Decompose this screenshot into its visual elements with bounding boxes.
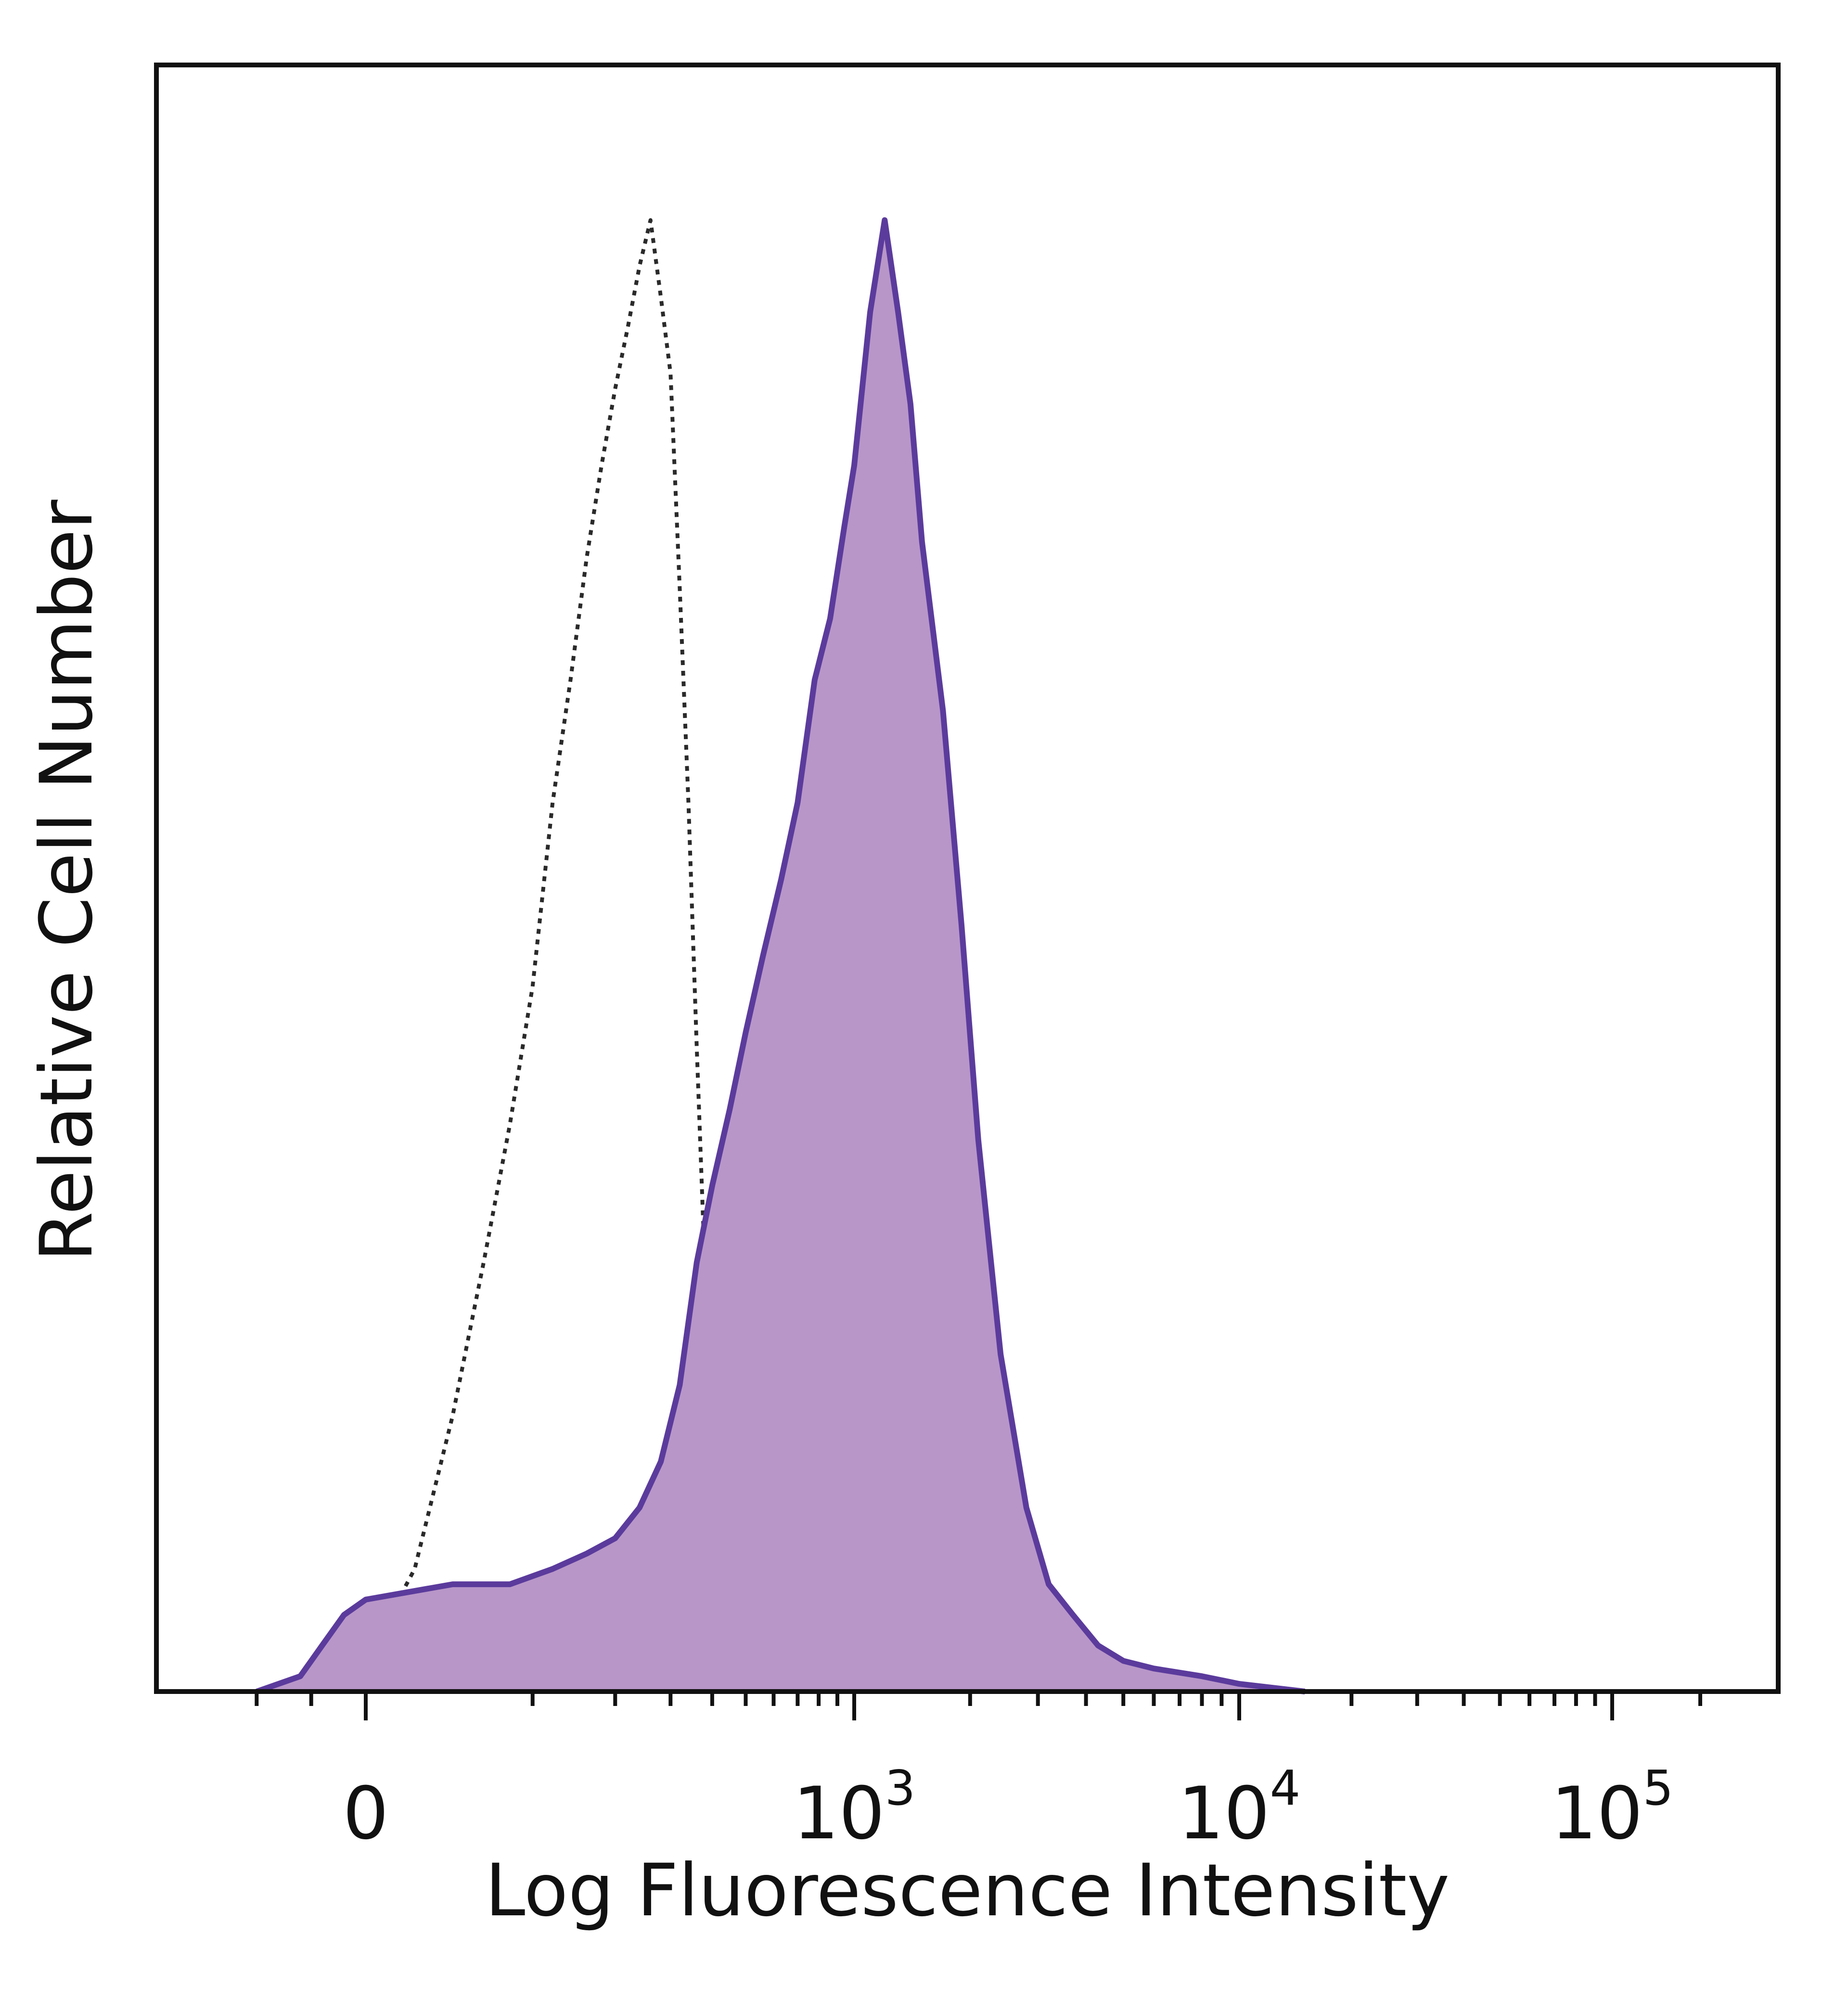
y-axis-label: Relative Cell Number	[25, 500, 109, 1262]
x-tick-label: 105	[1551, 1760, 1674, 1856]
x-tick-label: 0	[343, 1772, 388, 1856]
sample-histogram-line	[256, 217, 1306, 1694]
x-tick-label: 103	[793, 1760, 916, 1856]
x-axis-label: Log Fluorescence Intensity	[485, 1849, 1450, 1933]
plot-area	[256, 217, 1306, 1694]
sample-histogram-fill	[257, 220, 1305, 1692]
x-axis-ticks	[255, 1692, 1702, 1720]
x-axis-tick-labels: 0 103 104 105	[343, 1760, 1673, 1856]
plot-frame	[154, 63, 1781, 1694]
x-tick-label: 104	[1178, 1760, 1301, 1856]
